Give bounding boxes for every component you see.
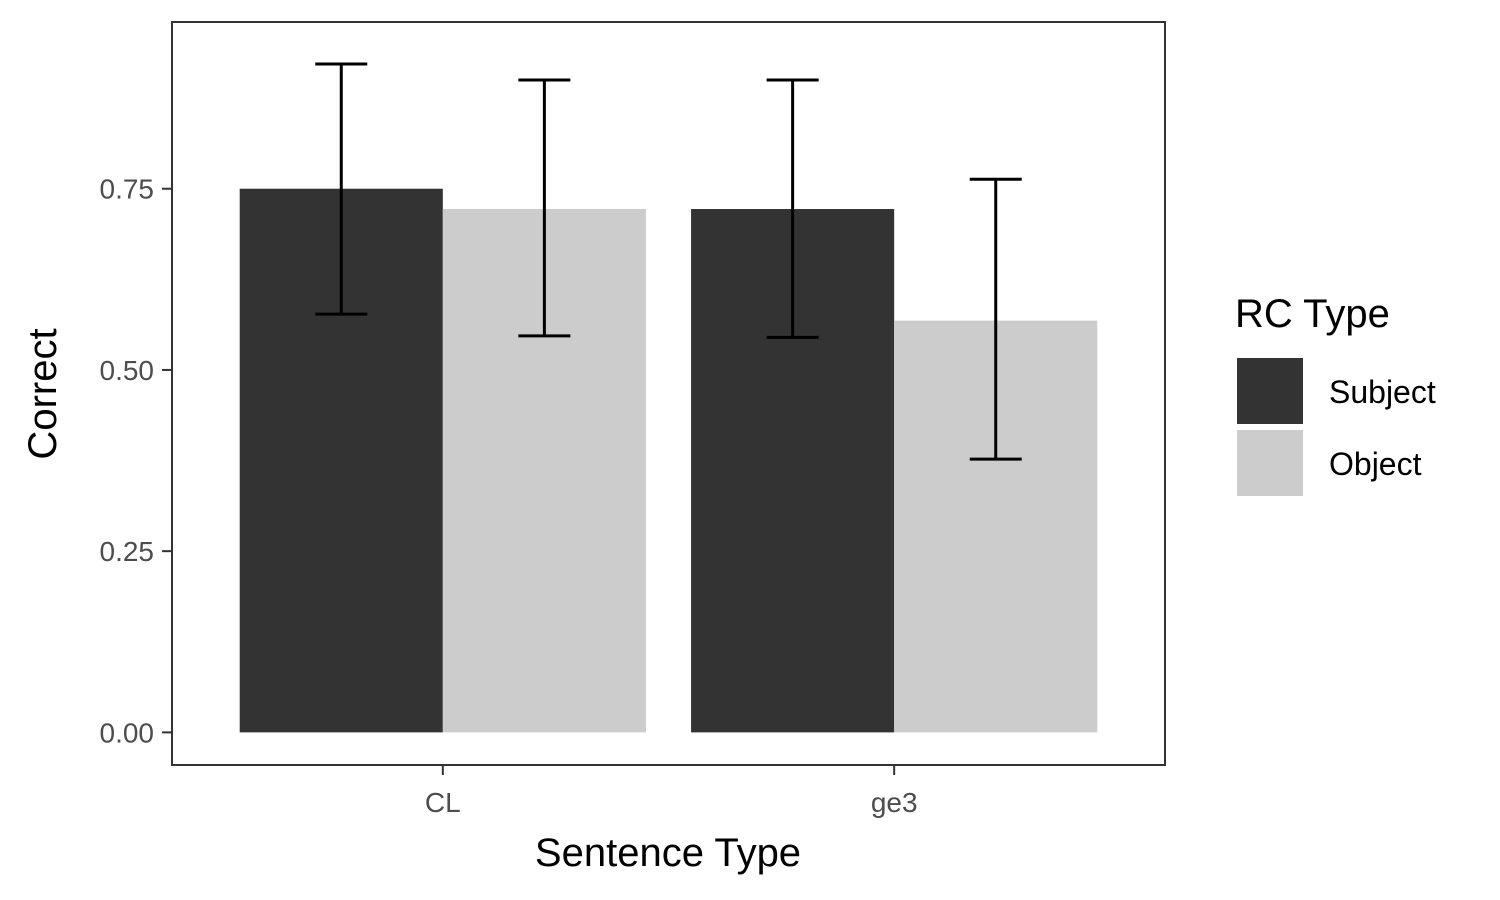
legend-key-object <box>1237 430 1303 496</box>
legend: RC Type Subject Object <box>1235 292 1436 496</box>
errorbar-subject-cl <box>315 62 368 316</box>
legend-title: RC Type <box>1235 292 1390 336</box>
x-axis-title: Sentence Type <box>535 831 801 875</box>
y-tick-label: 0.50 <box>100 355 155 386</box>
legend-label-object: Object <box>1329 446 1422 482</box>
y-tick-label: 0.75 <box>100 174 155 205</box>
y-tick-label: 0.25 <box>100 536 155 567</box>
x-tick-label: ge3 <box>871 787 918 818</box>
legend-items: Subject Object <box>1237 358 1436 496</box>
y-axis: 0.00 0.25 0.50 0.75 <box>100 174 172 748</box>
y-tick-label: 0.00 <box>100 717 155 748</box>
legend-item-object: Object <box>1237 430 1422 496</box>
y-axis-title: Correct <box>21 328 65 459</box>
legend-item-subject: Subject <box>1237 358 1436 424</box>
errorbar-object-cl <box>518 78 571 338</box>
errorbar-object-ge3 <box>969 177 1022 461</box>
legend-label-subject: Subject <box>1329 374 1436 410</box>
legend-key-subject <box>1237 358 1303 424</box>
errorbar-subject-ge3 <box>766 78 819 339</box>
errorbars-layer <box>315 62 1022 461</box>
x-tick-label: CL <box>425 787 461 818</box>
plot-border <box>171 21 1166 766</box>
x-axis: CL ge3 <box>425 765 918 818</box>
